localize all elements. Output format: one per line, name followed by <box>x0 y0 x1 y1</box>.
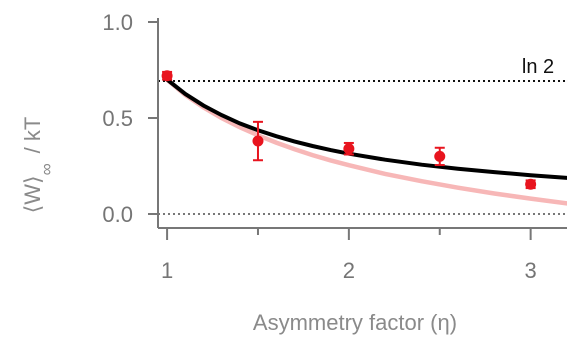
x-ticks: 1 2 3 <box>161 228 537 283</box>
y-axis-label-subscript: ∞ <box>37 163 56 175</box>
axes <box>157 18 567 229</box>
data-point <box>525 178 537 190</box>
ln2-label: ln 2 <box>522 56 554 78</box>
x-axis-label: Asymmetry factor (η) <box>253 310 457 335</box>
y-tick-label: 0.5 <box>102 106 133 131</box>
data-point <box>252 135 264 147</box>
theory-curve-pink <box>164 77 567 206</box>
y-ticks: 0.0 0.5 1.0 <box>102 10 158 227</box>
y-axis-label: ⟨W⟩∞ / kT <box>20 117 56 214</box>
data-point <box>161 70 173 82</box>
x-tick-label: 2 <box>343 258 355 283</box>
reference-lines <box>158 79 567 215</box>
y-axis-label-main: ⟨W⟩ <box>20 175 45 213</box>
x-tick-label: 3 <box>525 258 537 283</box>
curves <box>164 77 567 206</box>
y-tick-label: 1.0 <box>102 10 133 35</box>
y-axis-label-unit: / kT <box>20 117 45 154</box>
y-tick-label: 0.0 <box>102 202 133 227</box>
data-points <box>161 70 537 190</box>
data-point <box>343 143 355 155</box>
x-tick-label: 1 <box>161 258 173 283</box>
theory-curve-black <box>165 77 567 180</box>
data-point <box>434 150 446 162</box>
